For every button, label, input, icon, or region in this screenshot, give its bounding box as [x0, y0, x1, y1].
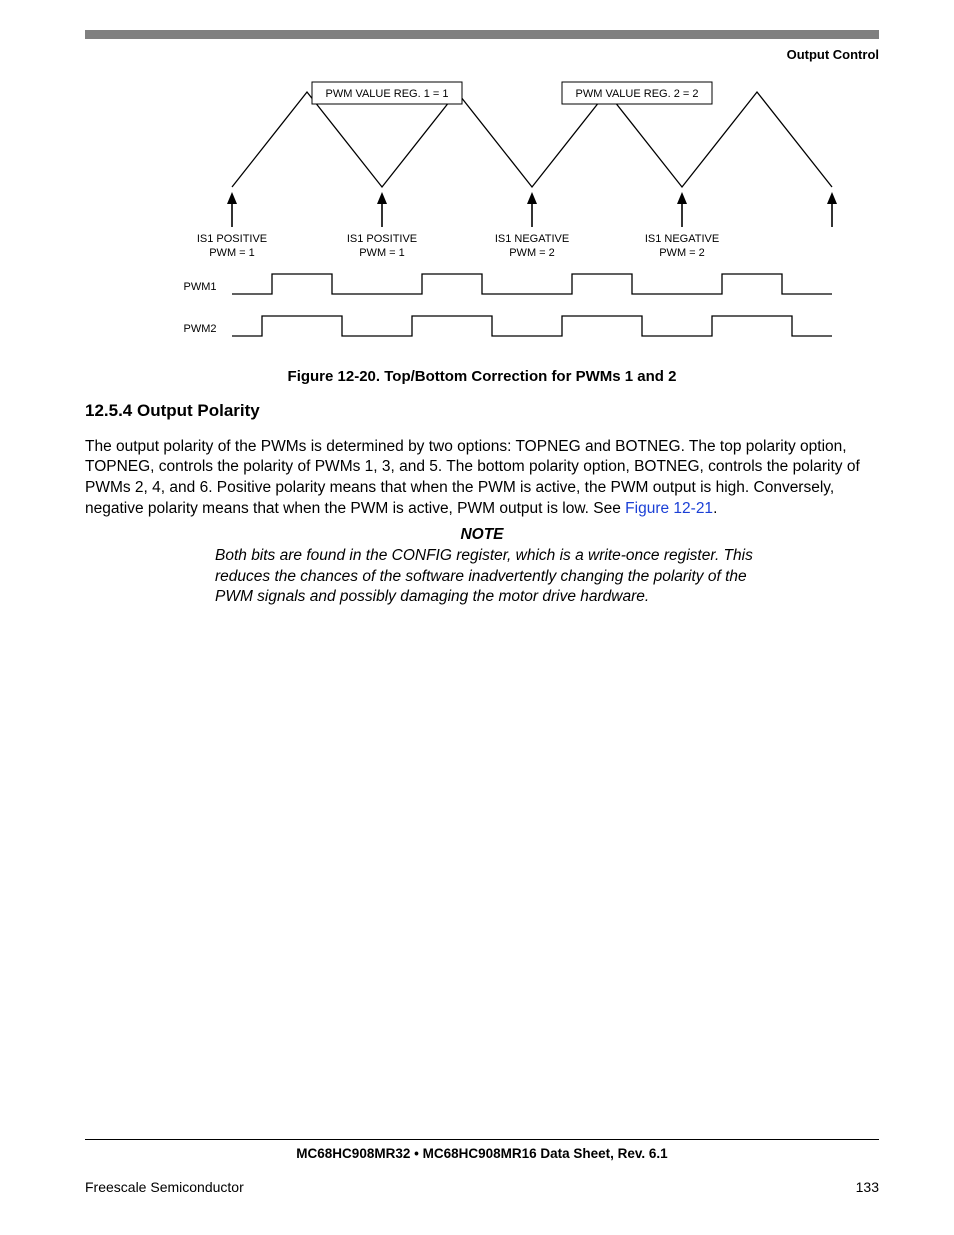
para-trail: . — [713, 500, 717, 517]
para-text: The output polarity of the PWMs is deter… — [85, 438, 860, 518]
top-rule — [85, 30, 879, 39]
svg-text:PWM = 1: PWM = 1 — [359, 247, 405, 259]
figure-caption: Figure 12-20. Top/Bottom Correction for … — [85, 368, 879, 385]
svg-text:PWM = 1: PWM = 1 — [209, 247, 255, 259]
footer-doc-title: MC68HC908MR32 • MC68HC908MR16 Data Sheet… — [85, 1146, 879, 1161]
svg-text:IS1 NEGATIVE: IS1 NEGATIVE — [645, 233, 719, 245]
note-heading: NOTE — [85, 526, 879, 544]
page: Output Control PWM VALUE REG. 1 = 1PWM V… — [0, 0, 954, 1235]
body-paragraph: The output polarity of the PWMs is deter… — [85, 437, 879, 521]
svg-text:PWM = 2: PWM = 2 — [509, 247, 555, 259]
svg-text:PWM2: PWM2 — [184, 323, 217, 335]
svg-text:IS1 POSITIVE: IS1 POSITIVE — [197, 233, 267, 245]
footer: MC68HC908MR32 • MC68HC908MR16 Data Sheet… — [85, 1139, 879, 1195]
svg-text:PWM = 2: PWM = 2 — [659, 247, 705, 259]
svg-text:IS1 NEGATIVE: IS1 NEGATIVE — [495, 233, 569, 245]
figure-link[interactable]: Figure 12-21 — [625, 500, 713, 517]
header-section-label: Output Control — [85, 47, 879, 62]
footer-page-number: 133 — [856, 1179, 879, 1195]
svg-text:PWM VALUE REG. 1 = 1: PWM VALUE REG. 1 = 1 — [326, 88, 449, 100]
timing-diagram: PWM VALUE REG. 1 = 1 PWM VALUE REG. 2 = 2… — [122, 72, 842, 362]
footer-company: Freescale Semiconductor — [85, 1179, 244, 1195]
note-body: Both bits are found in the CONFIG regist… — [215, 546, 779, 607]
footer-rule — [85, 1139, 879, 1140]
footer-line: Freescale Semiconductor 133 — [85, 1179, 879, 1195]
svg-text:PWM1: PWM1 — [184, 281, 217, 293]
section-heading: 12.5.4 Output Polarity — [85, 401, 879, 421]
svg-text:PWM VALUE REG. 2 = 2: PWM VALUE REG. 2 = 2 — [576, 88, 699, 100]
svg-text:IS1 POSITIVE: IS1 POSITIVE — [347, 233, 417, 245]
